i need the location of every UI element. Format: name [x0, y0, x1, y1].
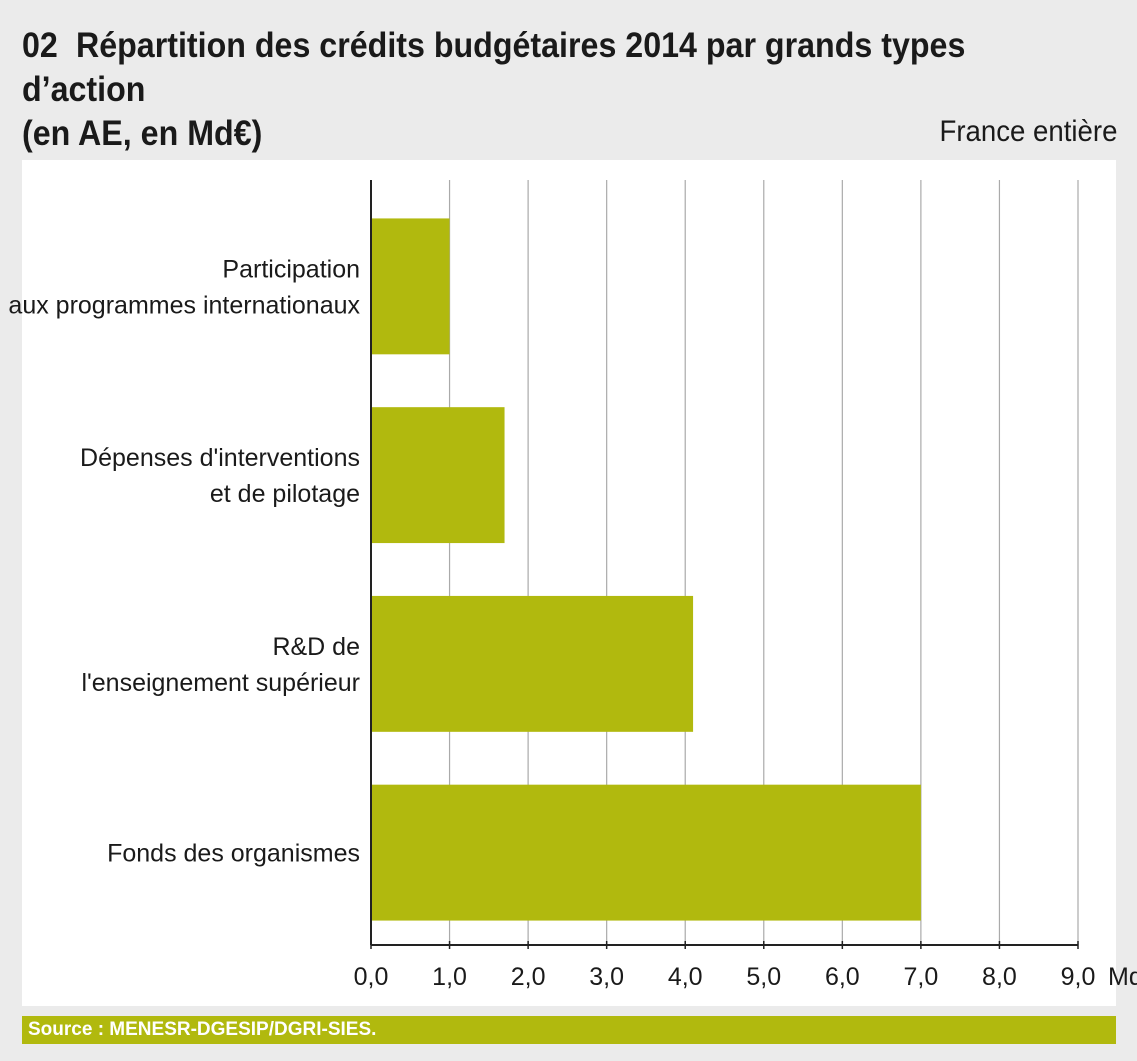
source-note: Source : MENESR-DGESIP/DGRI-SIES. [22, 1016, 1116, 1044]
x-tick-label-0: 0,0 [354, 963, 389, 991]
x-tick-label-3: 3,0 [589, 963, 624, 991]
category-label-1-0: Dépenses d'interventions [80, 444, 360, 472]
x-tick-label-2: 2,0 [511, 963, 546, 991]
bar-0 [371, 218, 450, 355]
x-tick-label-4: 4,0 [668, 963, 703, 991]
x-tick-label-7: 7,0 [904, 963, 939, 991]
category-label-2-1: l'enseignement supérieur [81, 669, 360, 697]
x-tick-label-1: 1,0 [432, 963, 467, 991]
category-label-3-0: Fonds des organismes [107, 840, 360, 868]
chart-title: 02 Répartition des crédits budgétaires 2… [22, 24, 1034, 156]
category-label-1-1: et de pilotage [210, 480, 360, 508]
chart-subtitle: France entière [939, 115, 1117, 148]
category-label-0-1: aux programmes internationaux [8, 291, 360, 319]
x-tick-label-8: 8,0 [982, 963, 1017, 991]
category-label-0-0: Participation [222, 255, 360, 283]
chart-title-line-2: (en AE, en Md€) [22, 114, 263, 153]
x-tick-label-5: 5,0 [746, 963, 781, 991]
x-tick-label-9: 9,0 [1061, 963, 1096, 991]
x-axis-unit: Md€ [1108, 963, 1137, 991]
bar-3 [371, 784, 921, 921]
category-label-2-0: R&D de [272, 633, 360, 661]
x-tick-label-6: 6,0 [825, 963, 860, 991]
bar-2 [371, 595, 694, 732]
chart-number: 02 [22, 26, 58, 65]
chart-title-text: Répartition des crédits budgétaires 2014… [22, 26, 966, 109]
bar-1 [371, 407, 505, 544]
chart-title-line-1: 02 Répartition des crédits budgétaires 2… [22, 24, 1034, 112]
